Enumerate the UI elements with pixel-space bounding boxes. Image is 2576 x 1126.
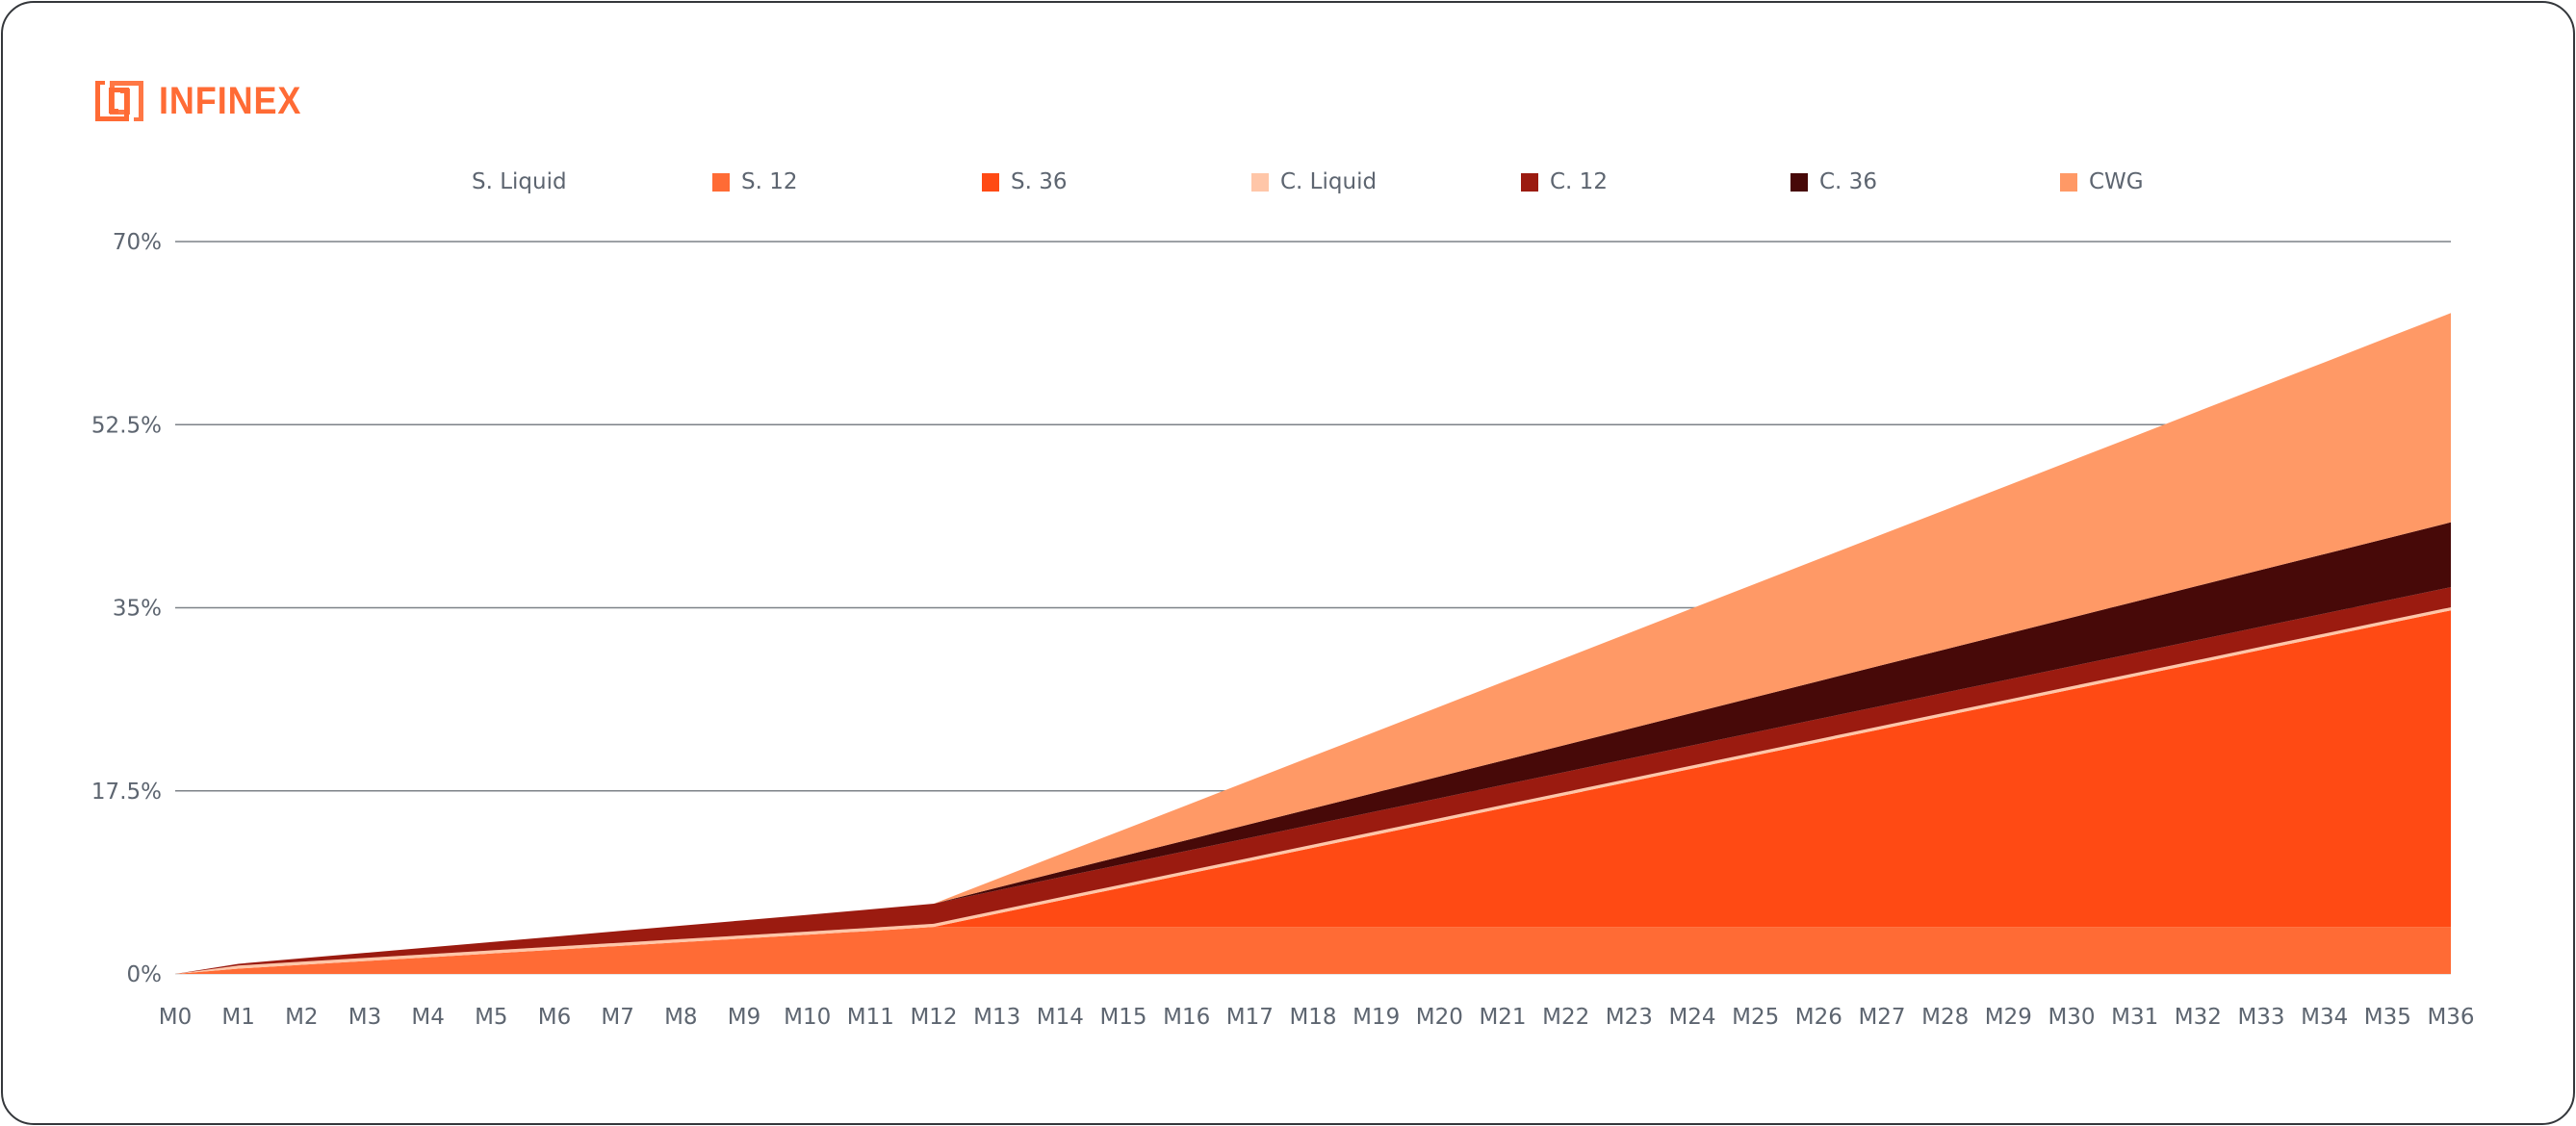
- x-tick-label: M22: [1542, 1005, 1589, 1030]
- x-tick-label: M4: [411, 1005, 444, 1030]
- x-tick-label: M23: [1606, 1005, 1653, 1030]
- brand-name: INFINEX: [159, 80, 302, 122]
- legend-label: CWG: [2089, 169, 2144, 194]
- legend-label: S. Liquid: [472, 169, 567, 194]
- y-tick-label: 70%: [113, 230, 162, 255]
- x-tick-label: M9: [728, 1005, 760, 1030]
- x-tick-label: M32: [2175, 1005, 2222, 1030]
- y-axis-ticks: 0% 17.5% 35% 52.5% 70%: [91, 230, 162, 987]
- x-tick-label: M21: [1479, 1005, 1526, 1030]
- legend-swatch: [712, 172, 730, 192]
- x-tick-label: M2: [285, 1005, 318, 1030]
- x-tick-label: M1: [221, 1005, 254, 1030]
- x-tick-label: M15: [1099, 1005, 1146, 1030]
- y-tick-label: 35%: [113, 597, 162, 622]
- legend-swatch: [982, 172, 999, 192]
- x-tick-label: M7: [601, 1005, 633, 1030]
- legend-label: C. 36: [1819, 169, 1877, 194]
- infinex-logo-icon: [95, 81, 143, 121]
- x-tick-label: M3: [348, 1005, 381, 1030]
- x-tick-label: M28: [1921, 1005, 1969, 1030]
- area-series: [175, 313, 2451, 974]
- legend-item-s-36[interactable]: S. 36: [982, 167, 1068, 196]
- legend-item-c-liquid[interactable]: C. Liquid: [1251, 167, 1377, 196]
- legend-swatch: [1251, 172, 1269, 192]
- x-tick-label: M24: [1668, 1005, 1715, 1030]
- y-tick-label: 17.5%: [91, 780, 162, 805]
- x-tick-label: M11: [847, 1005, 894, 1030]
- x-tick-label: M18: [1289, 1005, 1336, 1030]
- x-tick-label: M8: [664, 1005, 697, 1030]
- brand-logo: INFINEX: [95, 81, 318, 121]
- legend-label: S. 12: [741, 169, 798, 194]
- x-tick-label: M19: [1352, 1005, 1400, 1030]
- legend-swatch: [1521, 172, 1538, 192]
- y-tick-label: 0%: [127, 962, 163, 987]
- x-tick-label: M36: [2427, 1005, 2474, 1030]
- x-tick-label: M29: [1985, 1005, 2032, 1030]
- legend-item-c-12[interactable]: C. 12: [1521, 167, 1608, 196]
- x-tick-label: M14: [1037, 1005, 1084, 1030]
- legend-item-cwg[interactable]: CWG: [2060, 167, 2144, 196]
- x-tick-label: M31: [2111, 1005, 2158, 1030]
- x-tick-label: M34: [2301, 1005, 2348, 1030]
- legend-label: C. 12: [1550, 169, 1608, 194]
- x-tick-label: M35: [2364, 1005, 2411, 1030]
- x-tick-label: M16: [1163, 1005, 1210, 1030]
- x-tick-label: M0: [159, 1005, 192, 1030]
- x-tick-label: M30: [2048, 1005, 2095, 1030]
- x-tick-label: M27: [1858, 1005, 1905, 1030]
- legend-label: C. Liquid: [1280, 169, 1378, 194]
- area-s-36: [175, 610, 2451, 974]
- x-tick-label: M5: [475, 1005, 507, 1030]
- x-tick-label: M6: [538, 1005, 571, 1030]
- legend-item-s-liquid[interactable]: S. Liquid: [472, 167, 567, 196]
- legend-swatch: [1790, 172, 1808, 192]
- x-tick-label: M13: [973, 1005, 1020, 1030]
- x-tick-label: M25: [1732, 1005, 1779, 1030]
- legend-item-s-12[interactable]: S. 12: [712, 167, 798, 196]
- x-tick-label: M10: [784, 1005, 831, 1030]
- legend-label: S. 36: [1011, 169, 1068, 194]
- x-tick-label: M26: [1795, 1005, 1842, 1030]
- x-axis-ticks: M0 M1 M2 M3 M4 M5 M6 M7 M8 M9 M10 M11 M12 M13 M14 M15 M1…: [159, 1005, 2475, 1030]
- y-tick-label: 52.5%: [91, 413, 162, 438]
- x-tick-label: M12: [910, 1005, 957, 1030]
- x-tick-label: M33: [2237, 1005, 2284, 1030]
- legend-item-c-36[interactable]: C. 36: [1790, 167, 1877, 196]
- area-s-12: [175, 927, 2451, 974]
- x-tick-label: M20: [1416, 1005, 1463, 1030]
- chart-legend: S. Liquid S. 12 S. 36 C. Liquid C. 12 C. 36 CW…: [0, 167, 2576, 196]
- x-tick-label: M17: [1226, 1005, 1274, 1030]
- legend-swatch: [2060, 172, 2077, 192]
